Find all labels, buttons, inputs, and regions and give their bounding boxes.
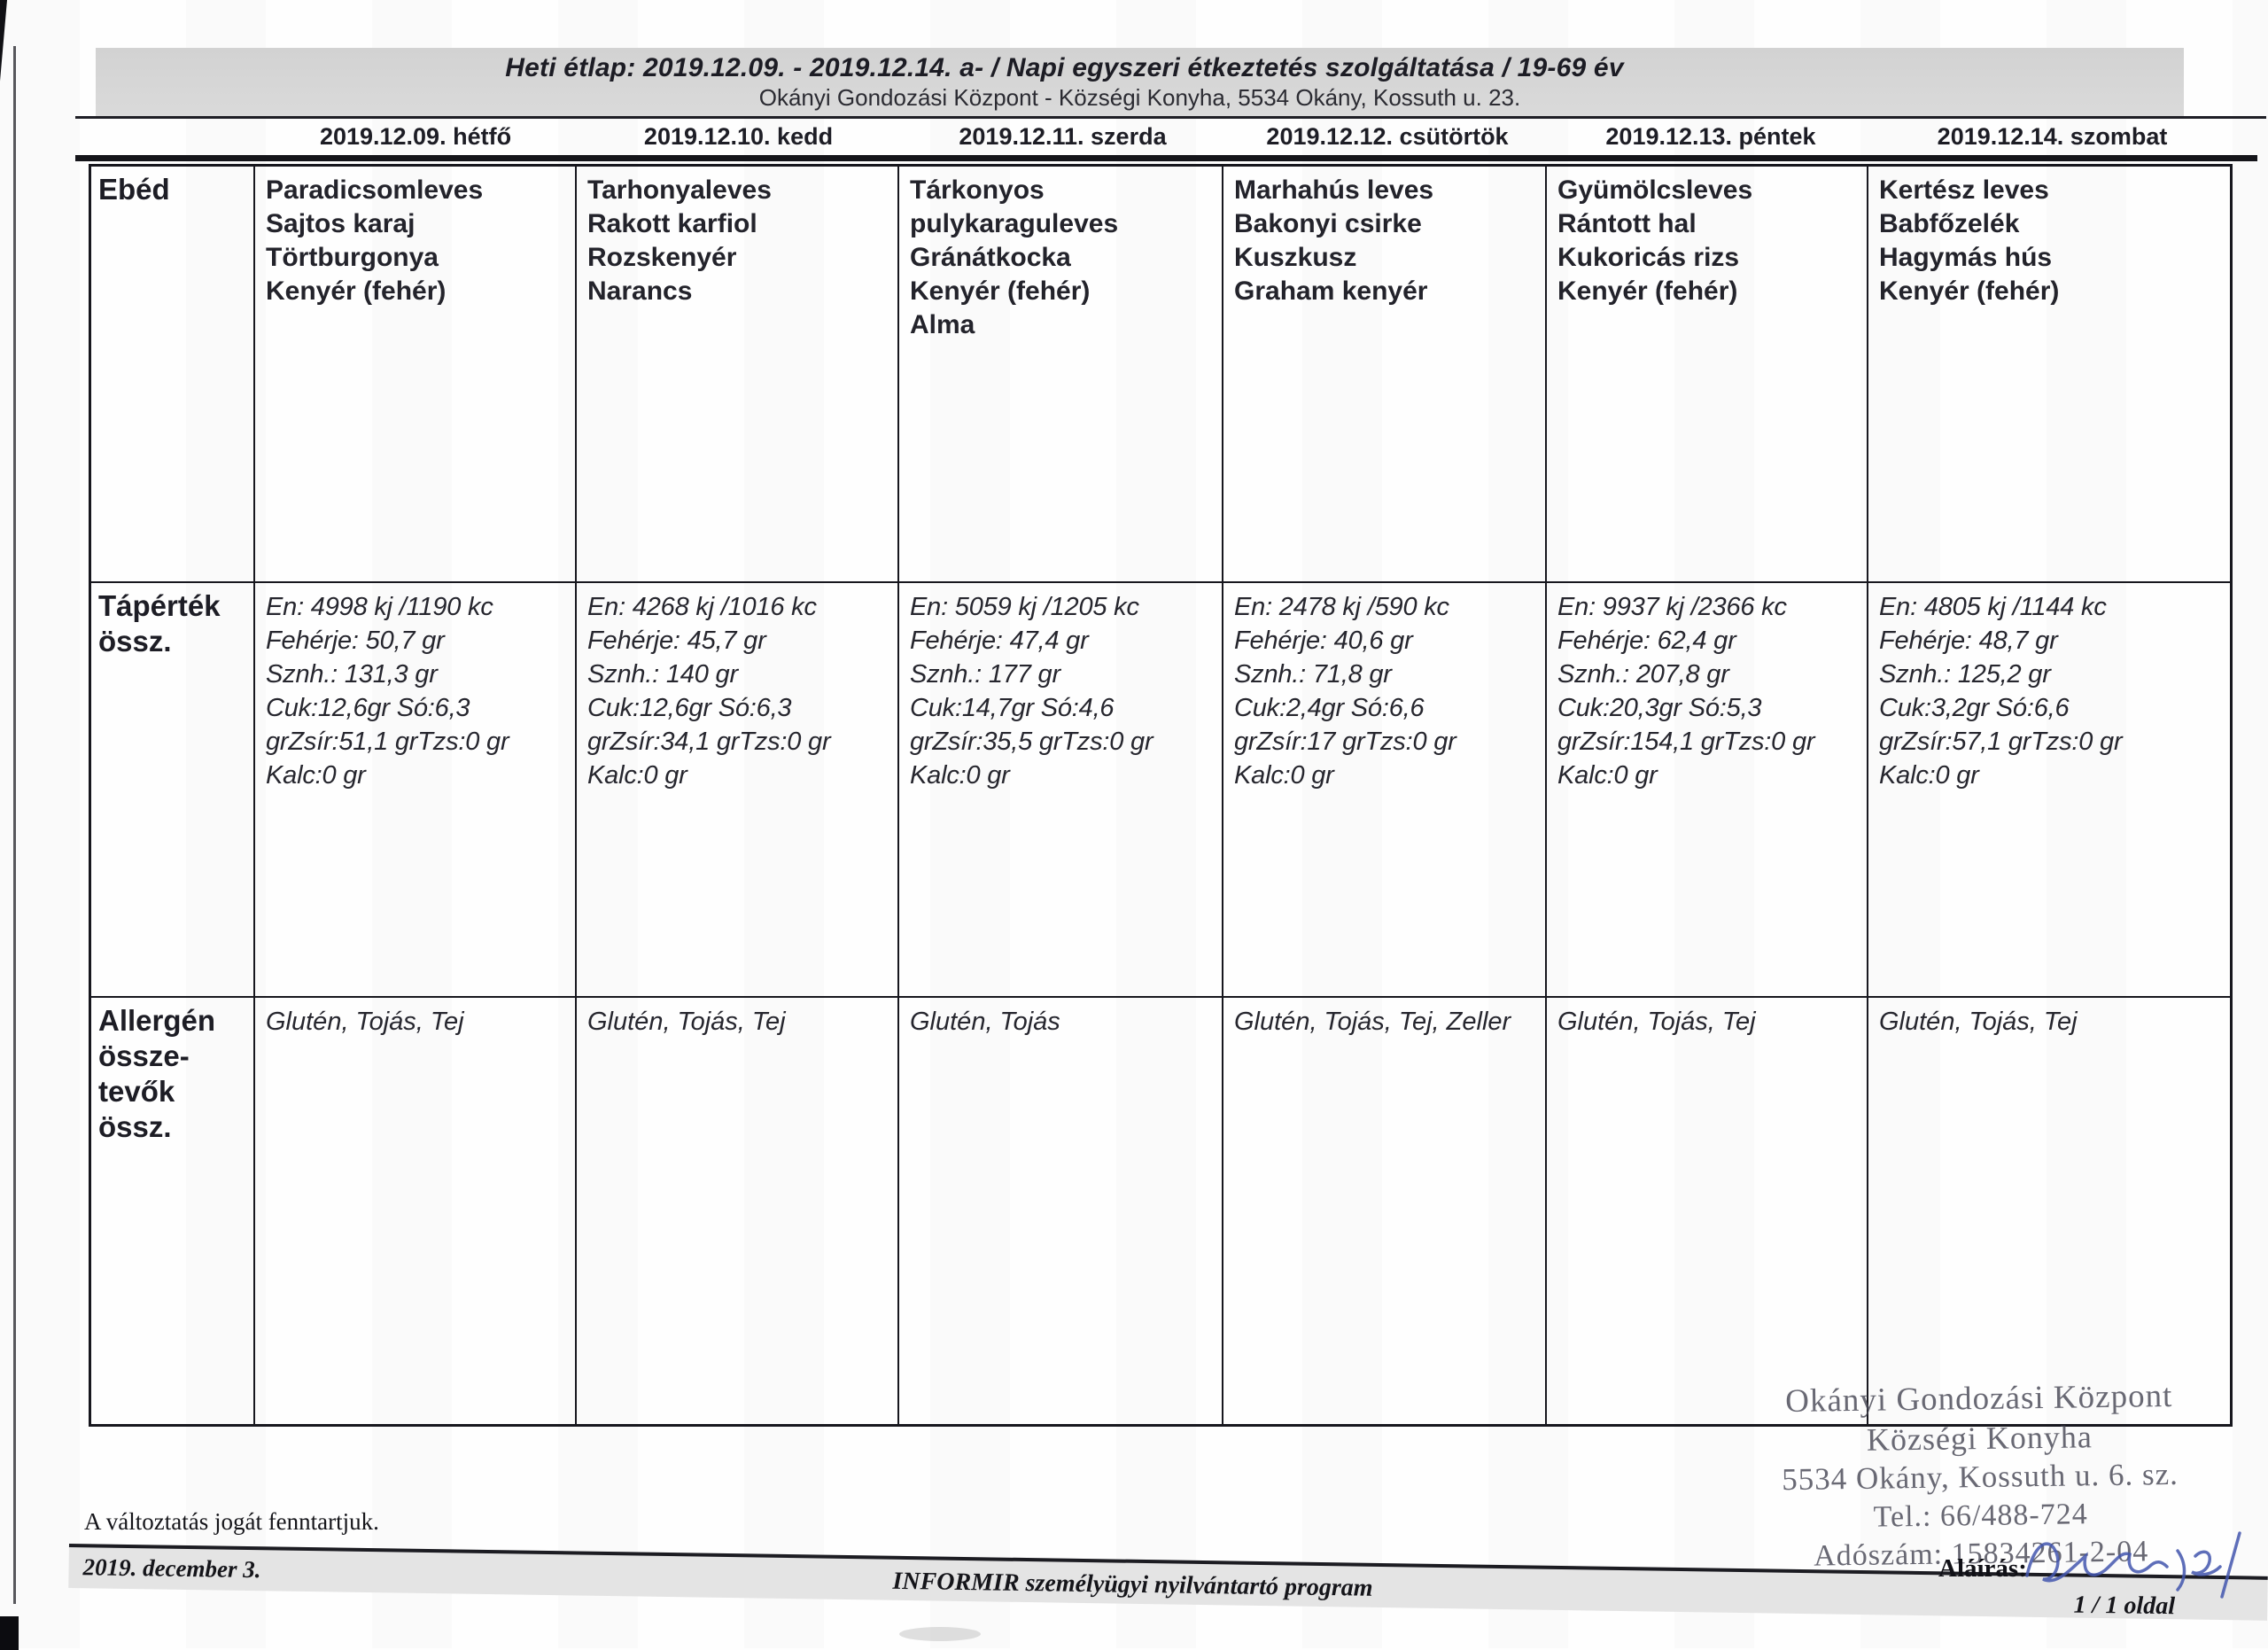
row-label-lunch: Ebéd bbox=[91, 167, 255, 583]
scan-artifact-smudge bbox=[899, 1627, 981, 1641]
date-header-thursday: 2019.12.12. csütörtök bbox=[1266, 123, 1509, 150]
allergens-monday: Glutén, Tojás, Tej bbox=[255, 998, 577, 1424]
row-label-nutrition: Tápérték össz. bbox=[91, 583, 255, 998]
nutrition-tuesday: En: 4268 kj /1016 kc Fehérje: 45,7 gr Sz… bbox=[577, 583, 899, 998]
date-header-wednesday: 2019.12.11. szerda bbox=[959, 123, 1167, 150]
stamp-line-1: Okányi Gondozási Központ bbox=[1784, 1377, 2173, 1420]
rule-under-title bbox=[75, 116, 2266, 119]
scan-artifact-left-line bbox=[13, 46, 16, 1604]
date-header-monday: 2019.12.09. hétfő bbox=[319, 123, 512, 150]
date-header-spacer bbox=[89, 119, 254, 154]
allergens-wednesday: Glutén, Tojás bbox=[899, 998, 1223, 1424]
stamp-line-3: 5534 Okány, Kossuth u. 6. sz. bbox=[1781, 1456, 2179, 1498]
weekly-menu-table: Ebéd Paradicsomleves Sajtos karaj Törtbu… bbox=[89, 164, 2233, 1427]
row-label-allergens: Allergén össze- tevők össz. bbox=[91, 998, 255, 1424]
nutrition-friday: En: 9937 kj /2366 kc Fehérje: 62,4 gr Sz… bbox=[1547, 583, 1868, 998]
page-subtitle: Okányi Gondozási Központ - Községi Konyh… bbox=[758, 84, 1521, 111]
nutrition-monday: En: 4998 kj /1190 kc Fehérje: 50,7 gr Sz… bbox=[255, 583, 577, 998]
allergens-saturday: Glutén, Tojás, Tej bbox=[1879, 1008, 2078, 1036]
nutrition-saturday: En: 4805 kj /1144 kc Fehérje: 48,7 gr Sz… bbox=[1868, 583, 2230, 998]
lunch-tuesday: Tarhonyaleves Rakott karfiol Rozskenyér … bbox=[577, 167, 899, 583]
signature-scribble bbox=[2025, 1531, 2241, 1599]
stamp-line-2: Községi Konyha bbox=[1866, 1419, 2093, 1458]
lunch-wednesday: Tárkonyos pulykaraguleves Gránátkocka Ke… bbox=[899, 167, 1223, 583]
allergens-thursday: Glutén, Tojás, Tej, Zeller bbox=[1223, 998, 1547, 1424]
footer-notice: A változtatás jogát fenntartjuk. bbox=[84, 1508, 379, 1535]
footer-date: 2019. december 3. bbox=[82, 1553, 261, 1584]
lunch-monday: Paradicsomleves Sajtos karaj Törtburgony… bbox=[255, 167, 577, 583]
footer-program-name: INFORMIR személyügyi nyilvántartó progra… bbox=[892, 1567, 1373, 1602]
lunch-friday: Gyümölcsleves Rántott hal Kukoricás rizs… bbox=[1547, 167, 1868, 583]
rule-under-dates bbox=[75, 155, 2257, 161]
nutrition-thursday: En: 2478 kj /590 kc Fehérje: 40,6 gr Szn… bbox=[1223, 583, 1547, 998]
date-header-friday: 2019.12.13. péntek bbox=[1605, 123, 1816, 150]
allergens-friday: Glutén, Tojás, Tej bbox=[1547, 998, 1868, 1424]
lunch-thursday: Marhahús leves Bakonyi csirke Kuszkusz G… bbox=[1223, 167, 1547, 583]
lunch-saturday: Kertész leves Babfőzelék Hagymás hús Ken… bbox=[1868, 167, 2230, 583]
date-header-row: 2019.12.09. hétfő 2019.12.10. kedd 2019.… bbox=[89, 119, 2233, 154]
date-header-saturday: 2019.12.14. szombat bbox=[1937, 123, 2168, 150]
title-band: Heti étlap: 2019.12.09. - 2019.12.14. a-… bbox=[96, 48, 2184, 116]
date-header-tuesday: 2019.12.10. kedd bbox=[643, 123, 834, 150]
signature-label: Aláírás: bbox=[1938, 1554, 2027, 1583]
allergens-tuesday: Glutén, Tojás, Tej bbox=[577, 998, 899, 1424]
nutrition-wednesday: En: 5059 kj /1205 kc Fehérje: 47,4 gr Sz… bbox=[899, 583, 1223, 998]
page-title: Heti étlap: 2019.12.09. - 2019.12.14. a-… bbox=[505, 53, 1624, 82]
scan-artifact-top-left bbox=[0, 0, 8, 240]
scan-artifact-bottom-left bbox=[0, 1616, 19, 1650]
